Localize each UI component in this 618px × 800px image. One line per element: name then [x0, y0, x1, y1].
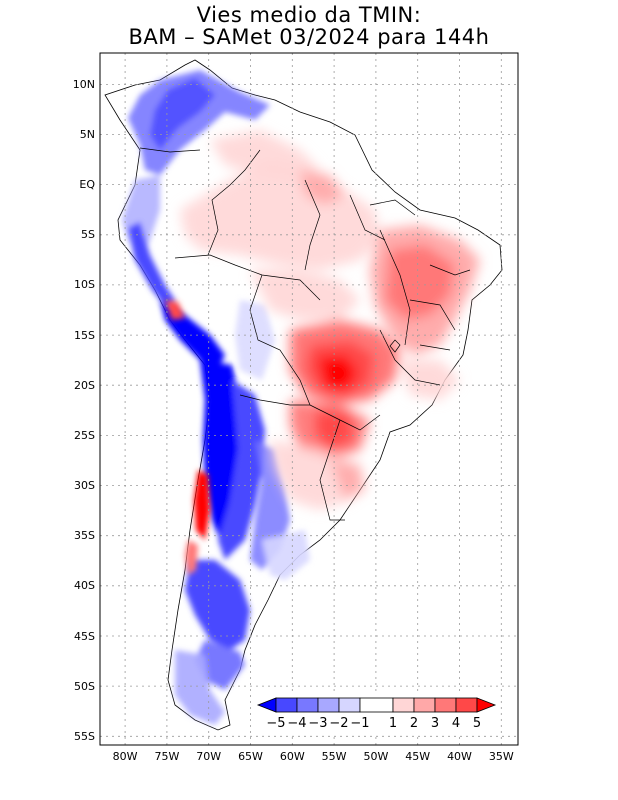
- colorbar-arrow-right: [476, 697, 497, 713]
- lon-tick: 80W: [113, 750, 138, 763]
- map-title-line1: Vies medio da TMIN:: [196, 3, 422, 27]
- colorbar-label: −2: [329, 716, 348, 731]
- lon-tick: 35W: [489, 750, 514, 763]
- colorbar-segment: [455, 697, 478, 713]
- lat-tick: 10S: [74, 278, 95, 291]
- lon-tick: 70W: [196, 750, 221, 763]
- lon-tick: 45W: [405, 750, 430, 763]
- map-frame: [99, 52, 519, 746]
- colorbar-segment: [434, 697, 457, 713]
- lon-tick: 75W: [154, 750, 179, 763]
- anomaly-field: [104, 59, 503, 731]
- lat-tick: 10N: [73, 78, 95, 91]
- lon-tick: 65W: [238, 750, 263, 763]
- lat-tick: 55S: [74, 730, 95, 743]
- colorbar-label: 2: [410, 716, 418, 731]
- colorbar-segment: [413, 697, 436, 713]
- lat-tick: 30S: [74, 479, 95, 492]
- colorbar-label: 1: [389, 716, 397, 731]
- colorbar-segment: [317, 697, 340, 713]
- colorbar-label: −1: [350, 716, 369, 731]
- lat-tick: 45S: [74, 630, 95, 643]
- colorbar-segment: [275, 697, 298, 713]
- lat-tick: EQ: [79, 178, 95, 191]
- lon-tick: 55W: [322, 750, 347, 763]
- gridlines: [100, 53, 518, 745]
- latitude-axis: 10N 5N EQ 5S 10S 15S 20S 25S 30S 35S 40S…: [73, 78, 96, 743]
- country-borders: [139, 147, 471, 521]
- colorbar-segment: [338, 697, 361, 713]
- lon-tick: 40W: [447, 750, 472, 763]
- lat-tick: 5S: [81, 228, 95, 241]
- colorbar-label: −4: [287, 716, 306, 731]
- colorbar-legend: −5 −4 −3 −2 −1 1 2 3 4 5: [256, 695, 497, 735]
- lon-tick: 60W: [280, 750, 305, 763]
- lat-tick: 15S: [74, 329, 95, 342]
- colorbar-label: 4: [452, 716, 460, 731]
- lat-tick: 50S: [74, 680, 95, 693]
- lat-tick: 40S: [74, 579, 95, 592]
- colorbar-label: 3: [431, 716, 439, 731]
- colorbar-label: −5: [266, 716, 285, 731]
- lat-tick: 35S: [74, 529, 95, 542]
- colorbar-segment: [359, 697, 394, 713]
- lat-tick: 5N: [80, 128, 95, 141]
- lat-tick: 25S: [74, 429, 95, 442]
- lat-tick: 20S: [74, 379, 95, 392]
- lon-tick: 50W: [363, 750, 388, 763]
- colorbar-label: 5: [473, 716, 481, 731]
- colorbar-segment: [296, 697, 319, 713]
- map-title-line2: BAM – SAMet 03/2024 para 144h: [128, 25, 490, 49]
- colorbar-segment: [392, 697, 415, 713]
- colorbar-label: −3: [308, 716, 327, 731]
- longitude-axis: 80W 75W 70W 65W 60W 55W 50W 45W 40W 35W: [113, 750, 514, 763]
